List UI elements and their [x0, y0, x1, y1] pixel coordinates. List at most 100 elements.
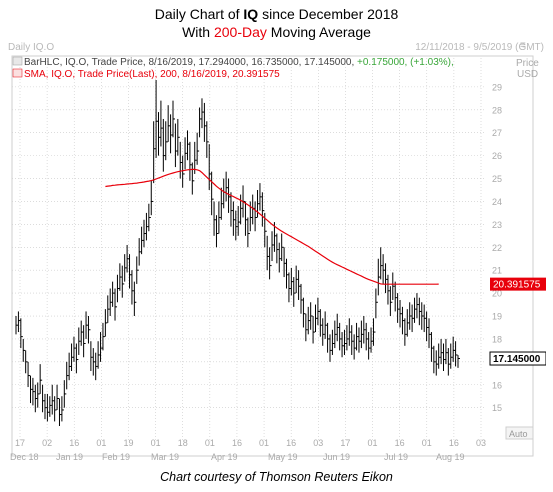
price-bar — [42, 384, 45, 413]
price-bar — [348, 318, 352, 346]
chart-credit: Chart courtesy of Thomson Reuters Eikon — [160, 470, 393, 484]
price-bar — [22, 338, 26, 362]
auto-scale-button[interactable]: Auto — [505, 426, 534, 440]
price-bar — [249, 201, 253, 232]
x-day-tick-label: 03 — [313, 438, 323, 448]
last-price-badge: 17.145000 — [489, 351, 546, 366]
legend-bar-icon — [12, 56, 23, 66]
price-label: Price — [516, 58, 539, 69]
y-tick-label: 19 — [492, 312, 502, 322]
price-bar — [288, 272, 291, 303]
price-bar — [300, 283, 304, 314]
price-bar — [368, 332, 371, 360]
price-bar — [51, 384, 55, 415]
menu-icon[interactable]: ≡ — [520, 42, 526, 51]
price-bar — [73, 336, 76, 362]
price-bar — [218, 201, 221, 234]
price-bar — [307, 306, 311, 335]
price-bar — [237, 206, 241, 236]
sma-value-label: 20.391575 — [493, 280, 541, 291]
price-bar — [435, 350, 439, 376]
chart-subtitle: With 200-Day Moving Average — [0, 24, 553, 40]
price-bar — [148, 203, 151, 232]
x-day-tick-label: 01 — [259, 438, 269, 448]
y-tick-label: 25 — [492, 174, 502, 184]
price-bar — [174, 123, 178, 168]
price-bar — [261, 192, 265, 227]
price-bar — [56, 384, 60, 410]
price-bar — [358, 327, 361, 353]
price-bar — [196, 132, 200, 165]
price-bar — [341, 332, 345, 358]
price-bar — [385, 263, 388, 294]
price-bar — [339, 322, 342, 351]
price-bar — [409, 302, 412, 330]
price-bar — [107, 295, 110, 323]
chart-subtitle-suffix: Moving Average — [266, 24, 371, 40]
x-day-tick-label: 16 — [395, 438, 405, 448]
price-bar — [165, 121, 168, 161]
price-bar — [389, 286, 393, 317]
x-month-label: Jan 19 — [56, 452, 83, 462]
price-bar — [201, 98, 204, 129]
y-tick-label: 28 — [492, 105, 502, 115]
auto-scale-label: Auto — [509, 429, 528, 439]
price-bar — [334, 320, 337, 349]
x-day-tick-label: 01 — [151, 438, 161, 448]
x-day-tick-label: 02 — [42, 438, 52, 448]
price-bar — [213, 201, 217, 236]
price-bar — [104, 309, 108, 337]
price-bar — [298, 270, 301, 300]
price-bar — [78, 327, 81, 355]
price-bar — [423, 304, 427, 333]
price-bar — [155, 80, 159, 158]
sma-value-badge: 20.391575 — [490, 277, 546, 291]
price-bar — [225, 171, 229, 202]
price-bar — [208, 144, 212, 190]
price-bar — [411, 304, 415, 333]
price-bar — [220, 187, 224, 220]
price-bar — [370, 327, 374, 353]
price-bar — [430, 332, 434, 362]
price-bar — [314, 304, 318, 333]
x-day-tick-label: 16 — [232, 438, 242, 448]
legend: BarHLC, IQ.O, Trade Price, 8/16/2019, 17… — [12, 56, 454, 80]
price-bar — [184, 137, 188, 170]
y-tick-label: 24 — [492, 197, 502, 207]
price-bar — [71, 343, 74, 372]
price-bar — [302, 297, 306, 328]
y-tick-label: 29 — [492, 82, 502, 92]
x-day-tick-label: 19 — [123, 438, 133, 448]
price-bar — [360, 320, 364, 349]
price-bar — [162, 118, 166, 172]
price-bar — [230, 192, 233, 227]
price-bar — [401, 306, 405, 335]
price-bar — [380, 247, 383, 280]
price-bar — [452, 336, 456, 362]
price-bar — [87, 316, 91, 344]
price-bar — [421, 302, 424, 330]
x-month-label: Jun 19 — [323, 452, 350, 462]
price-bar — [232, 201, 236, 236]
price-bar — [353, 334, 357, 360]
price-bar — [336, 313, 340, 342]
price-bar — [404, 318, 407, 346]
price-bar — [406, 309, 410, 337]
y-tick-label: 26 — [492, 151, 502, 161]
chart-title-prefix: Daily Chart of — [154, 6, 244, 22]
price-bar — [286, 258, 289, 289]
price-bar — [433, 345, 436, 374]
price-bar — [160, 100, 163, 147]
price-bar — [269, 247, 272, 280]
chart-subtitle-highlight: 200-Day — [213, 24, 267, 40]
price-bar — [387, 274, 390, 305]
price-bar — [186, 130, 190, 161]
price-bar — [443, 343, 446, 372]
price-bar — [418, 297, 422, 326]
legend-sma-icon — [12, 68, 23, 78]
price-bar — [68, 352, 72, 381]
price-bar — [293, 277, 296, 307]
price-bar — [365, 322, 369, 351]
price-bar — [141, 226, 144, 255]
price-bar — [39, 364, 43, 394]
